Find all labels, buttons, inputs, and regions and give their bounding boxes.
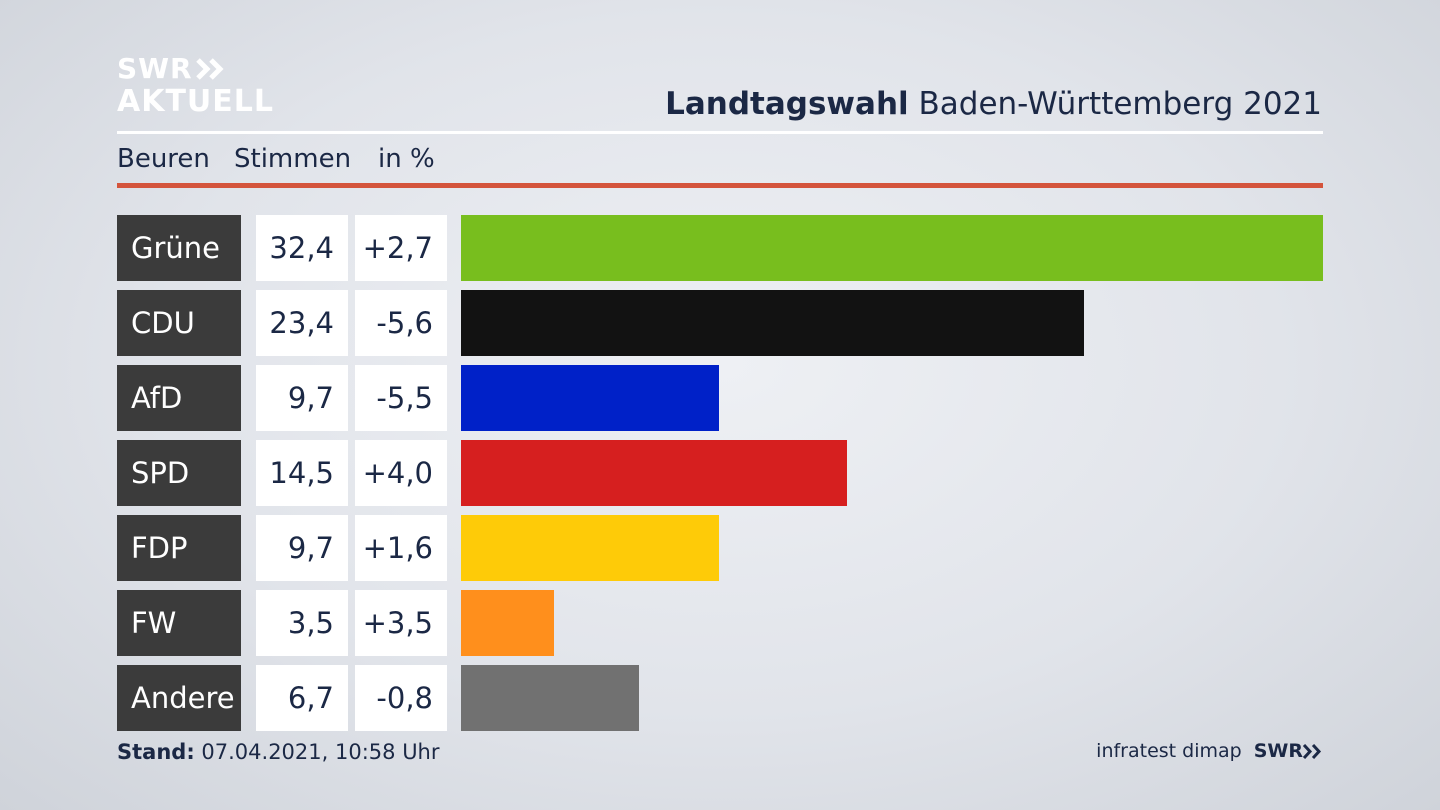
bar: [461, 440, 847, 506]
chart-row: AfD 9,7 -5,5: [117, 365, 1323, 431]
party-label: Andere: [117, 665, 241, 731]
source-chevrons-icon: [1303, 743, 1322, 759]
bar: [461, 590, 554, 656]
logo-line-2: AKTUELL: [117, 84, 275, 119]
vote-share-label: 3,5: [256, 590, 348, 656]
chart-row: FDP 9,7 +1,6: [117, 515, 1323, 581]
bar: [461, 365, 719, 431]
chart-row: FW 3,5 +3,5: [117, 590, 1323, 656]
source-name: infratest dimap: [1096, 740, 1242, 762]
change-label: -5,5: [355, 365, 447, 431]
party-label: Grüne: [117, 215, 241, 281]
unit-label: in %: [378, 144, 435, 174]
party-label: FW: [117, 590, 241, 656]
chart-title: Landtagswahl Baden-Württemberg 2021: [665, 86, 1322, 122]
change-label: +2,7: [355, 215, 447, 281]
party-label: AfD: [117, 365, 241, 431]
change-label: -0,8: [355, 665, 447, 731]
change-label: +1,6: [355, 515, 447, 581]
bar: [461, 215, 1323, 281]
timestamp-label: Stand:: [117, 740, 195, 764]
chart-row: Andere 6,7 -0,8: [117, 665, 1323, 731]
timestamp-value: 07.04.2021, 10:58 Uhr: [201, 740, 440, 764]
metric-label: Stimmen: [234, 144, 352, 174]
bar: [461, 515, 719, 581]
source-brand-text: SWR: [1253, 740, 1303, 762]
vote-share-label: 9,7: [256, 365, 348, 431]
bar: [461, 290, 1084, 356]
party-label: FDP: [117, 515, 241, 581]
logo-chevrons-icon: [195, 58, 224, 80]
location-label: Beuren: [117, 144, 210, 174]
logo-line-1: SWR: [117, 52, 193, 85]
vote-share-label: 32,4: [256, 215, 348, 281]
party-label: SPD: [117, 440, 241, 506]
vote-share-label: 6,7: [256, 665, 348, 731]
vote-share-label: 9,7: [256, 515, 348, 581]
chart-row: SPD 14,5 +4,0: [117, 440, 1323, 506]
change-label: +3,5: [355, 590, 447, 656]
source-credit: infratest dimap SWR: [1096, 740, 1323, 762]
header-divider: [117, 131, 1323, 134]
change-label: -5,6: [355, 290, 447, 356]
bar: [461, 665, 639, 731]
vote-share-label: 23,4: [256, 290, 348, 356]
vote-share-label: 14,5: [256, 440, 348, 506]
chart-row: Grüne 32,4 +2,7: [117, 215, 1323, 281]
accent-divider: [117, 183, 1323, 188]
timestamp: Stand: 07.04.2021, 10:58 Uhr: [117, 740, 440, 764]
source-brand: SWR: [1254, 740, 1323, 762]
title-rest: Baden-Württemberg 2021: [918, 86, 1322, 122]
swr-aktuell-logo: SWR AKTUELL: [117, 55, 274, 117]
party-label: CDU: [117, 290, 241, 356]
change-label: +4,0: [355, 440, 447, 506]
chart-row: CDU 23,4 -5,6: [117, 290, 1323, 356]
title-bold: Landtagswahl: [665, 86, 909, 122]
